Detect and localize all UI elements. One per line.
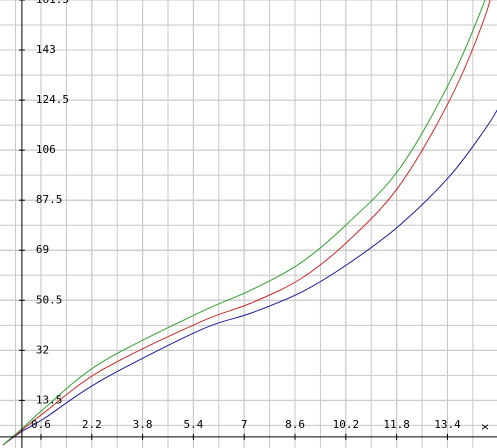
y-tick-label: 50.5	[36, 293, 63, 306]
y-tick-label: 13.5	[36, 393, 63, 406]
x-tick-label: 2.2	[82, 418, 102, 431]
x-tick-label: 13.4	[434, 418, 461, 431]
x-tick-label: 0.6	[31, 418, 51, 431]
x-tick-label: 10.2	[333, 418, 360, 431]
y-tick-label: 143	[36, 43, 56, 56]
y-tick-label: 161.5	[36, 0, 69, 6]
y-tick-label: 32	[36, 343, 49, 356]
series-line	[2, 0, 486, 446]
x-tick-label: 3.8	[133, 418, 153, 431]
x-tick-label: 7	[241, 418, 248, 431]
y-tick-label: 106	[36, 143, 56, 156]
x-axis-label: x	[479, 424, 492, 431]
y-tick-label: 124.5	[36, 93, 69, 106]
series-line	[2, 109, 497, 446]
x-tick-label: 5.4	[183, 418, 203, 431]
x-tick-label: 11.8	[383, 418, 410, 431]
x-tick-label: 8.6	[285, 418, 305, 431]
series-line	[2, 0, 491, 446]
y-tick-label: 69	[36, 243, 49, 256]
y-tick-label: 87.5	[36, 193, 63, 206]
